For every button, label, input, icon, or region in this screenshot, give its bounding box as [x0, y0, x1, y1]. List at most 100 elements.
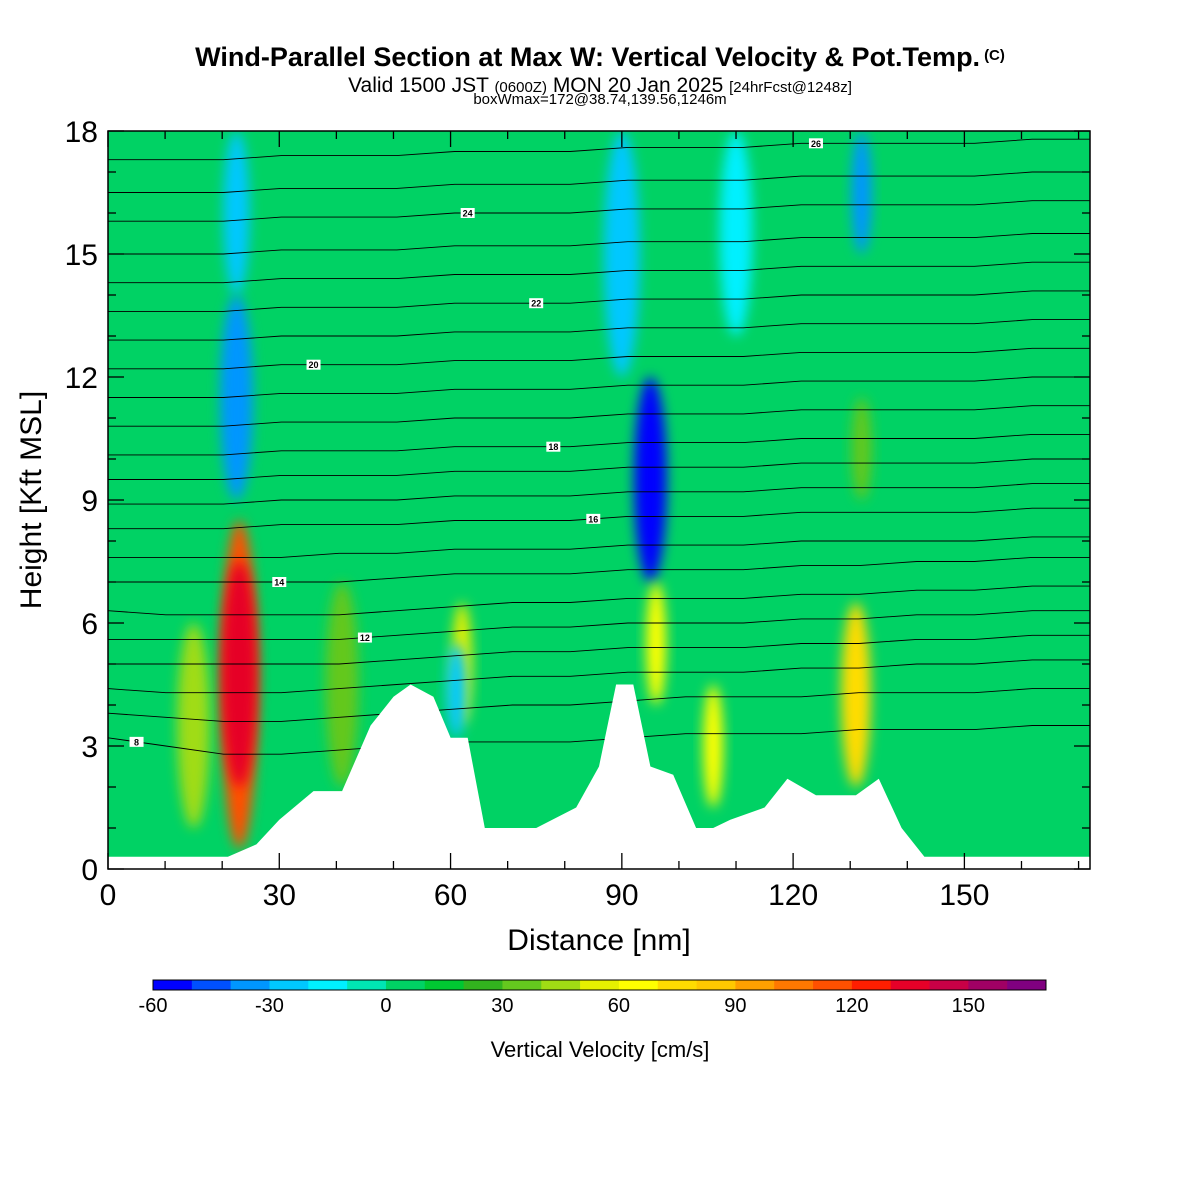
colorbar-swatch — [1007, 980, 1047, 990]
velocity-cell-11 — [703, 684, 724, 808]
colorbar-tick-label: 90 — [724, 995, 746, 1017]
theta-contour-4 — [108, 610, 1090, 640]
theta-contour-3 — [108, 634, 1090, 665]
contour-label-bg — [357, 632, 372, 643]
theta-contour-20 — [108, 171, 1090, 193]
y-tick-label: 9 — [81, 485, 98, 518]
theta-contour-12 — [108, 405, 1090, 427]
contour-label-bg — [272, 577, 287, 587]
copyright-mark: (C) — [984, 47, 1005, 64]
plot-area: 8 12 14 16 18 20 22 24 26 — [108, 131, 1090, 869]
theta-contour-19 — [108, 200, 1090, 222]
contour-label-bg — [529, 298, 544, 309]
colorbar-swatch — [541, 980, 581, 990]
y-tick-label: 0 — [81, 854, 98, 887]
theta-contour-5 — [108, 585, 1090, 616]
colorbar-swatch — [424, 980, 465, 990]
colorbar-swatch — [191, 980, 232, 990]
colorbar-tick-label: 60 — [608, 995, 630, 1017]
y-tick-label: 12 — [65, 362, 98, 395]
contour-label: 24 — [463, 209, 473, 219]
theta-contour-17 — [108, 261, 1090, 284]
colorbar-swatch — [463, 980, 503, 990]
colorbar-tick-label: 0 — [380, 995, 391, 1017]
chart-title: Wind-Parallel Section at Max W: Vertical… — [0, 42, 1200, 73]
y-tick-label: 18 — [65, 116, 98, 149]
colorbar-title: Vertical Velocity [cm/s] — [491, 1037, 710, 1062]
theta-contours: 8 12 14 16 18 20 22 24 26 — [108, 138, 1090, 755]
colorbar-tick-label: 30 — [491, 995, 513, 1017]
y-tick-label: 3 — [81, 731, 98, 764]
velocity-cell-10 — [646, 582, 667, 705]
theta-contour-14 — [108, 347, 1090, 370]
theta-contour-15 — [108, 319, 1090, 341]
y-tick-label: 15 — [65, 239, 98, 272]
colorbar-swatch — [929, 980, 969, 990]
colorbar-tick-label: 120 — [835, 995, 868, 1017]
colorbar-swatch — [813, 980, 853, 990]
velocity-cell-9 — [633, 377, 667, 582]
theta-contour-16 — [108, 290, 1090, 312]
velocity-cell-12 — [841, 602, 871, 787]
colorbar-swatch — [890, 980, 931, 990]
y-axis: 0 3 6 9 12 15 18 — [65, 116, 1090, 887]
x-tick-label: 90 — [605, 879, 638, 912]
valid-date: MON 20 Jan 2025 — [552, 74, 724, 97]
colorbar-swatch — [774, 980, 814, 990]
contour-label-bg — [586, 513, 601, 524]
y-tick-label: 6 — [81, 608, 98, 641]
colorbar: -60 -30 0 30 60 90 120 150 — [139, 979, 1047, 1017]
contour-label-bg — [129, 736, 144, 747]
velocity-cell-13 — [851, 397, 872, 500]
velocity-cell-1 — [221, 561, 258, 787]
x-axis: 0 30 60 90 120 150 — [100, 131, 1080, 912]
velocity-cell-15 — [719, 131, 753, 336]
contour-label-bg — [306, 359, 321, 370]
plot-background — [108, 131, 1090, 869]
colorbar-swatch — [153, 980, 193, 990]
contour-label: 16 — [588, 514, 598, 524]
contour-label: 12 — [360, 633, 370, 643]
terrain — [108, 684, 1090, 869]
colorbar-tick-label: 150 — [952, 995, 985, 1017]
colorbar-tick-label: -60 — [139, 995, 168, 1017]
theta-contour-18 — [108, 233, 1090, 255]
colorbar-swatch — [968, 980, 1008, 990]
theta-contour-11 — [108, 433, 1090, 456]
x-tick-label: 30 — [263, 879, 296, 912]
velocity-cell-7 — [446, 643, 467, 738]
valid-prefix: Valid 1500 JST — [348, 74, 489, 97]
theta-contour-9 — [108, 483, 1090, 505]
theta-contour-13 — [108, 376, 1090, 398]
contour-label: 26 — [811, 139, 821, 149]
title-text: Wind-Parallel Section at Max W: Vertical… — [195, 42, 981, 72]
contour-label: 20 — [309, 360, 319, 370]
chart-subtitle: Valid 1500 JST (0600Z) MON 20 Jan 2025 [… — [0, 74, 1200, 98]
theta-contour-6 — [108, 556, 1090, 583]
colorbar-swatch — [735, 980, 775, 990]
colorbar-swatch — [657, 980, 698, 990]
contour-label-bg — [460, 208, 475, 218]
contour-label: 18 — [548, 442, 558, 452]
contour-label: 14 — [274, 578, 284, 588]
colorbar-swatch — [618, 980, 659, 990]
theta-contour-7 — [108, 536, 1090, 558]
forecast-info: [24hrFcst@1248z] — [729, 79, 852, 96]
theta-contour-0 — [108, 725, 1090, 755]
velocity-cell-3 — [220, 295, 253, 500]
colorbar-frame — [152, 979, 1047, 991]
theta-contour-2 — [108, 659, 1090, 694]
contour-label-bg — [808, 138, 823, 149]
contour-label-bg — [546, 441, 561, 452]
velocity-cell-5 — [325, 582, 359, 787]
velocity-cell-4 — [177, 623, 211, 828]
x-tick-label: 120 — [768, 879, 818, 912]
y-axis-label: Height [Kft MSL] — [15, 391, 48, 609]
box-wmax-line: boxWmax=172@38.74,139.56,1246m — [473, 91, 727, 108]
colorbar-swatch — [851, 980, 892, 990]
x-tick-label: 0 — [100, 879, 117, 912]
colorbar-swatch — [347, 980, 387, 990]
velocity-cell-8 — [603, 131, 640, 377]
velocity-cells — [177, 131, 872, 849]
